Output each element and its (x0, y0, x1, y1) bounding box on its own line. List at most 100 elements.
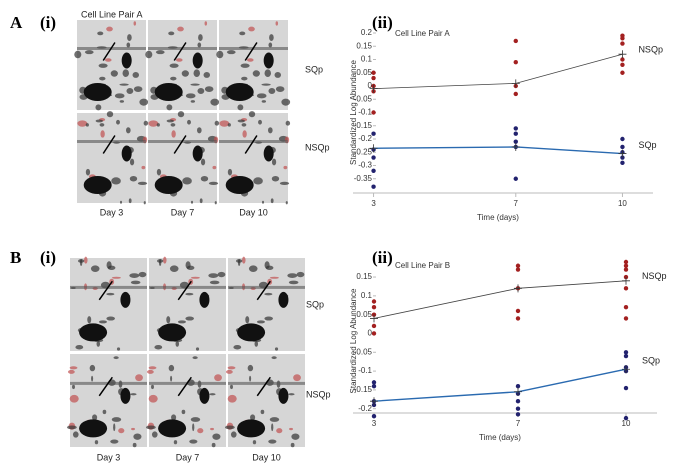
line-label: NSQp (642, 271, 667, 281)
gel-spot (129, 273, 140, 278)
day-label: Day 3 (97, 452, 121, 462)
gel-spot (158, 258, 162, 267)
data-point (513, 91, 518, 97)
gel-spot (252, 440, 257, 445)
arrow (244, 42, 258, 61)
gel-spot (75, 344, 84, 350)
y-tick-label: 0 (368, 81, 373, 90)
gel-spot (200, 176, 209, 182)
gel-spot (210, 427, 214, 431)
gel-spot (199, 198, 203, 204)
gel-spot (268, 42, 273, 48)
gel-spot (99, 123, 105, 127)
line-label: NSQp (638, 45, 663, 55)
gel-spot (198, 34, 203, 41)
gel-spot (84, 256, 88, 264)
gel-spot (271, 423, 274, 432)
data-point (371, 380, 377, 385)
gel-spot (69, 394, 79, 403)
gel-spot (116, 347, 121, 351)
gel-spot (120, 387, 131, 404)
gel-spot (121, 145, 132, 162)
gel-spot (264, 316, 274, 321)
gel-spot (106, 316, 116, 321)
arrow (98, 280, 113, 301)
gel-spot (72, 431, 79, 438)
gel-spot (110, 439, 119, 444)
data-point (623, 267, 629, 272)
gel-spot (227, 394, 237, 403)
gel-spot (227, 366, 236, 370)
gel-spot (216, 50, 224, 59)
data-point (620, 160, 625, 166)
gel-spot (148, 366, 157, 370)
data-point (623, 415, 629, 421)
gel-spot (151, 384, 154, 390)
data-point (515, 412, 521, 417)
gel-spot (154, 176, 183, 194)
gel-spot (226, 50, 236, 55)
gel-spot (130, 393, 137, 396)
y-tick-label: -0.25 (354, 147, 373, 156)
gel-spot (181, 409, 186, 415)
day-label: Day 10 (239, 207, 268, 217)
gel-spot (230, 431, 237, 438)
gel-spot (274, 72, 282, 78)
gel-spot (170, 123, 176, 127)
gel-spot (225, 83, 254, 101)
gel-spot (285, 201, 288, 205)
gel-spot (118, 428, 125, 434)
gel-spot (106, 26, 113, 32)
gel-spot (241, 76, 248, 81)
gel-spot (290, 442, 295, 448)
gel-spot (154, 344, 163, 350)
day-label: Day 10 (252, 452, 281, 462)
gel-spot (126, 42, 131, 48)
gel-spot (289, 427, 293, 431)
gel-spot (138, 271, 147, 278)
gel-spot (154, 83, 183, 101)
mean-marker (618, 149, 627, 158)
data-point (620, 144, 625, 150)
x-tick-label: 3 (371, 199, 376, 208)
gel-spot (114, 93, 125, 99)
gel-spot (187, 119, 191, 125)
arrow (102, 135, 116, 154)
y-tick-label: 0.15 (356, 41, 372, 50)
gel-spot (203, 72, 211, 78)
data-point (623, 350, 629, 355)
mean-marker (514, 284, 522, 293)
gel-spot (260, 409, 265, 415)
gel-spot (131, 427, 135, 431)
gel-spot (170, 375, 173, 382)
gel-spot (133, 433, 142, 440)
data-point (371, 331, 377, 336)
gel-spot (168, 31, 175, 36)
gel-spot (163, 256, 167, 264)
data-point (371, 299, 377, 304)
data-point (515, 406, 521, 411)
chart-title: Cell Line Pair A (395, 29, 450, 38)
x-tick-label: 7 (514, 199, 519, 208)
y-tick-label: 0.2 (361, 28, 373, 37)
gel-spot (271, 356, 277, 360)
gel-spot (100, 130, 105, 138)
gel-spot (95, 104, 102, 111)
data-point (515, 263, 521, 268)
y-tick-label: -0.15 (354, 121, 373, 130)
gel-spot (248, 111, 256, 118)
gel-spot (268, 439, 277, 444)
gel-spot (91, 375, 94, 382)
arrow (244, 135, 258, 154)
gel-spot (158, 323, 187, 342)
gel-spot (166, 104, 173, 111)
gel-spot (264, 292, 273, 296)
gel-spot (264, 261, 270, 269)
data-point (515, 308, 521, 314)
gel-spot (225, 369, 233, 374)
chart-title: Cell Line Pair B (395, 261, 450, 270)
data-point (371, 70, 376, 75)
gel-spot (145, 50, 153, 59)
gel-spot (249, 375, 252, 382)
